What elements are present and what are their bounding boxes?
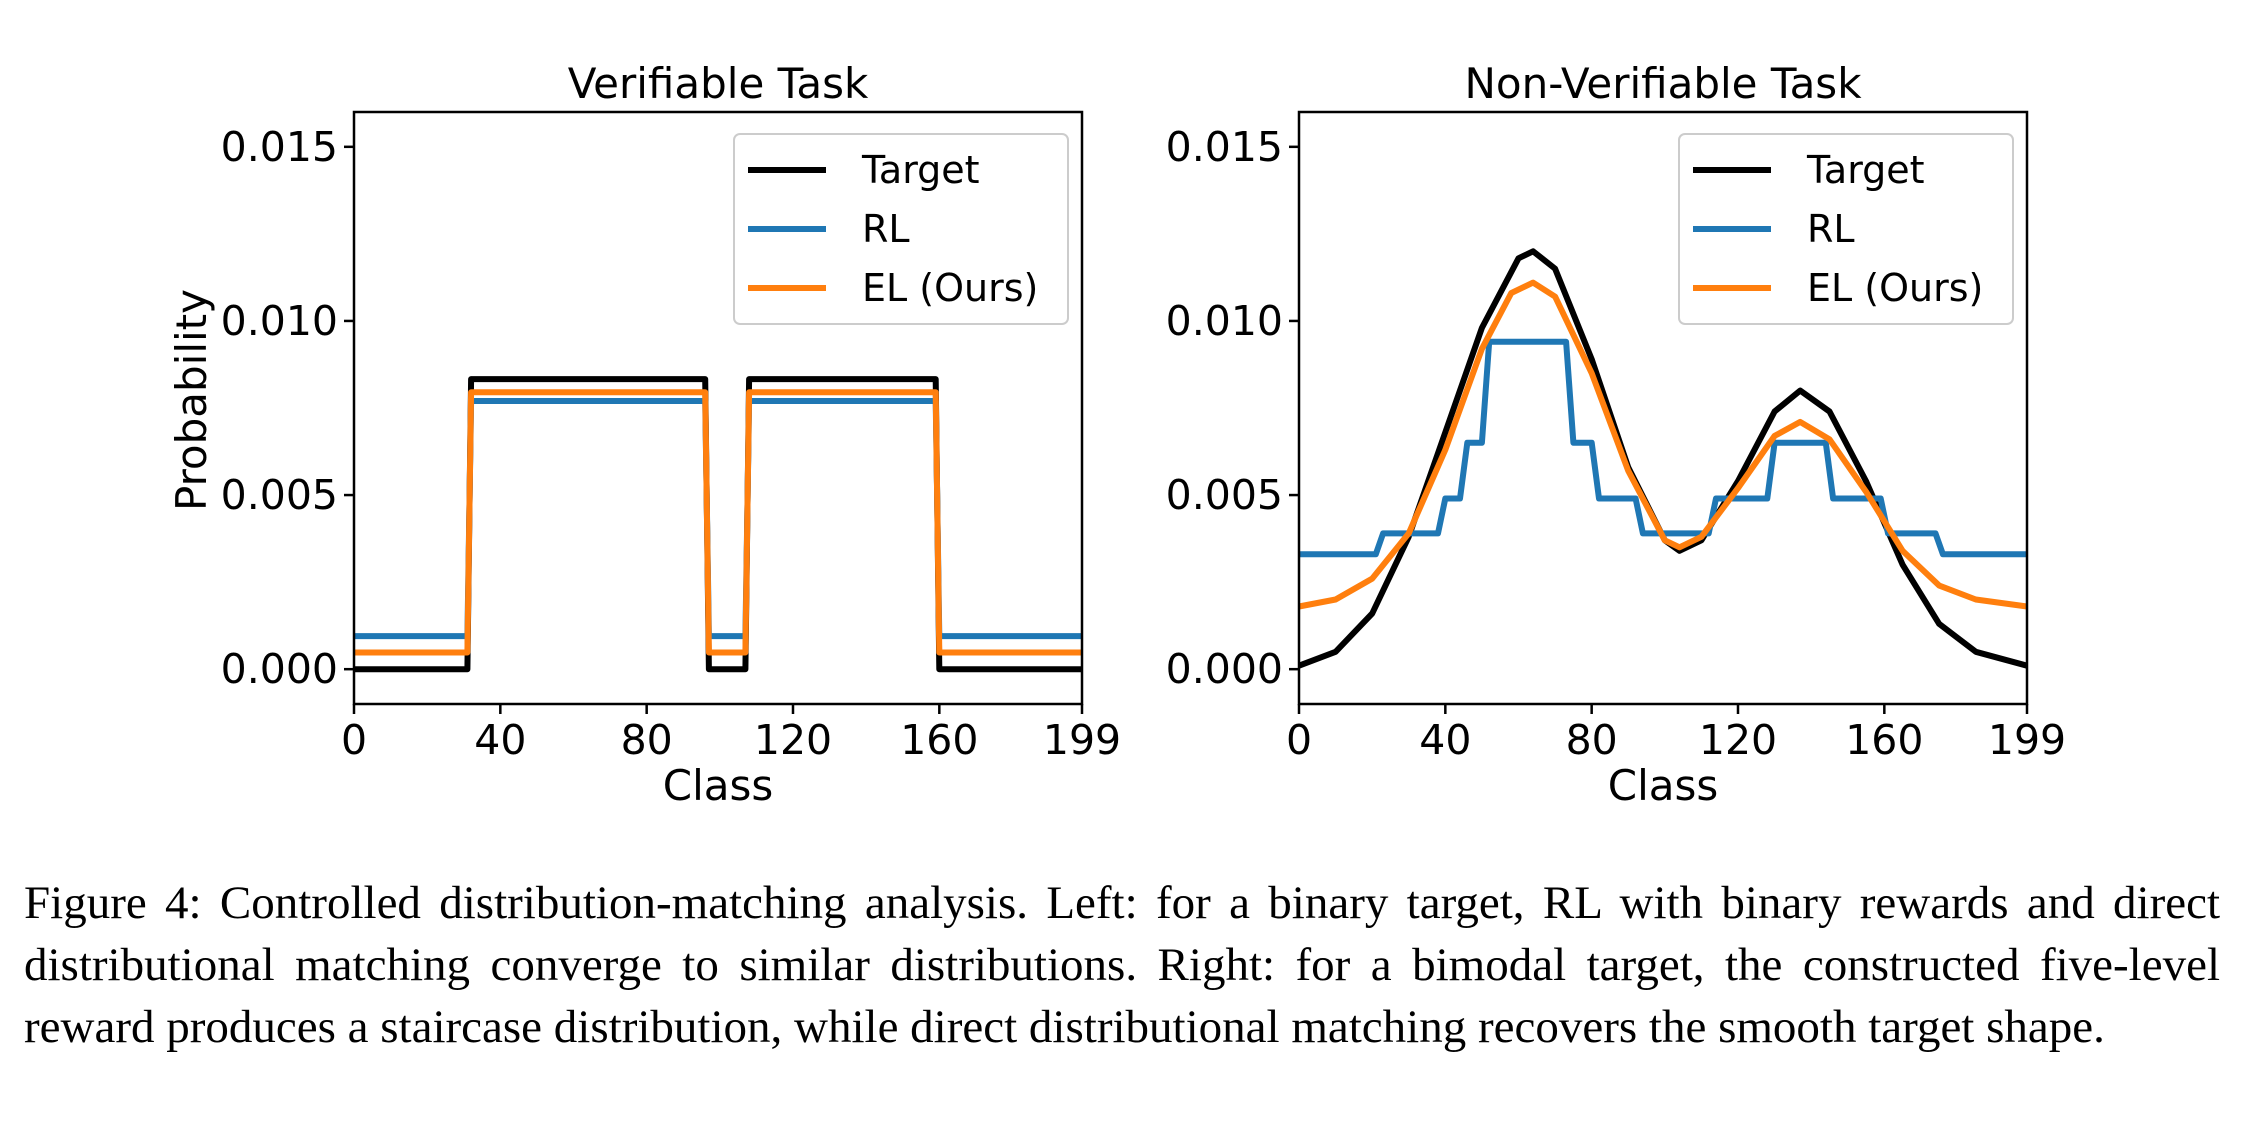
x-axis-label: Class [1608,761,1719,810]
x-tick-label: 0 [341,716,367,764]
y-axis-label: Probability [167,289,216,511]
legend: Target RL EL (Ours) [1678,133,2014,325]
chart-panel-2: Non-Verifiable Task 0 40 80 120 160 199 0.000 0.… [1166,59,2067,810]
y-tick-label: 0.015 [1166,123,1283,171]
series-line-rl [354,398,1082,640]
x-tick-label: 199 [1988,716,2066,764]
legend-label: Target [861,148,980,192]
legend-label: RL [1807,207,1855,251]
x-tick-label: 0 [1286,716,1312,764]
legend-box [733,133,1069,325]
y-tick-label: 0.005 [221,471,338,519]
x-tick-label: 120 [754,716,832,764]
plot-frame [1297,110,2029,706]
legend: Target RL EL (Ours) [733,133,1069,325]
y-tick-label: 0.000 [221,645,338,693]
chart-title: Non-Verifiable Task [1464,59,1862,108]
x-tick-label: 40 [1419,716,1471,764]
series-line-el-ours [354,389,1082,656]
legend-label: RL [862,207,910,251]
x-tick-label: 80 [1566,716,1618,764]
chart-title: Verifiable Task [568,59,869,108]
x-tick-label: 199 [1043,716,1121,764]
legend-label: EL (Ours) [1807,266,1983,310]
y-tick-label: 0.005 [1166,471,1283,519]
figure-caption: Figure 4: Controlled distribution-matchi… [24,877,2220,1053]
y-tick-label: 0.015 [221,123,338,171]
x-tick-label: 160 [1845,716,1923,764]
figure: Verifiable Task 0 40 80 120 160 199 0.000 0.005 0… [167,59,2067,810]
x-tick-label: 160 [900,716,978,764]
series-line-rl [1299,338,2027,558]
y-tick-label: 0.010 [1166,297,1283,345]
x-axis-label: Class [663,761,774,810]
y-tick-label: 0.000 [1166,645,1283,693]
plot-frame [352,110,1084,706]
y-tick-label: 0.010 [221,297,338,345]
x-tick-label: 120 [1699,716,1777,764]
series-line-target [354,376,1082,673]
series-line-el-ours [1298,279,2028,610]
x-tick-label: 80 [621,716,673,764]
legend-label: EL (Ours) [862,266,1038,310]
legend-label: Target [1806,148,1925,192]
x-tick-label: 40 [474,716,526,764]
chart-panel-1: Verifiable Task 0 40 80 120 160 199 0.000 0.005 0… [167,59,1121,810]
legend-box [1678,133,2014,325]
